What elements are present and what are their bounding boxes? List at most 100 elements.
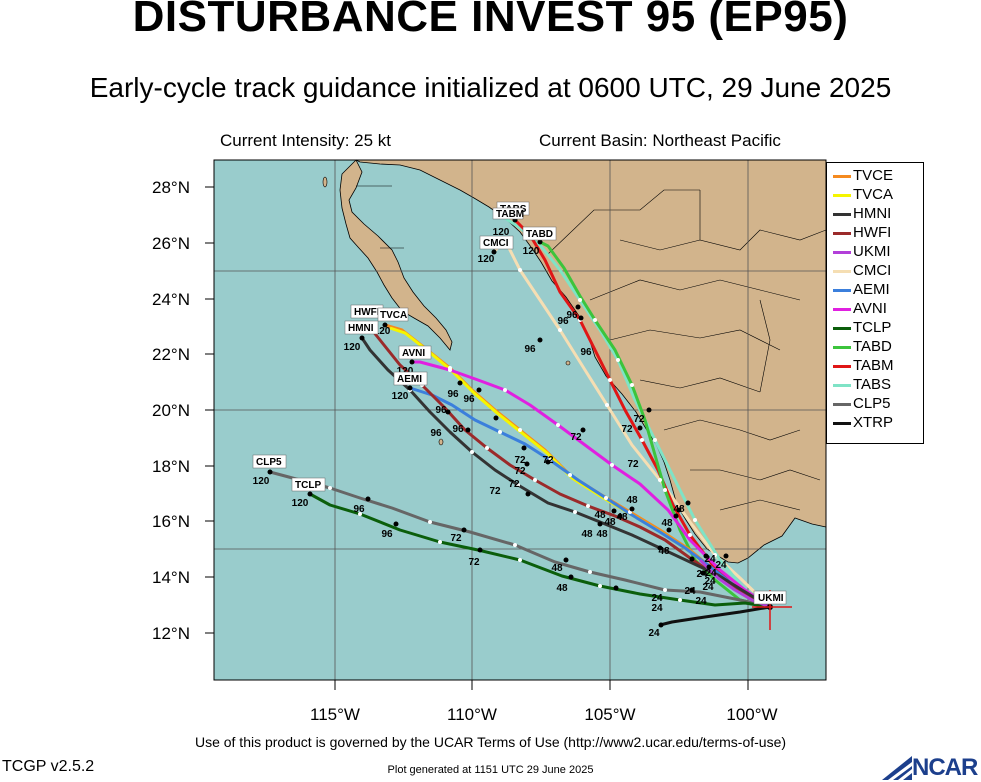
- legend-label: TCLP: [853, 319, 892, 336]
- lat-label: 26°N: [152, 234, 190, 253]
- hour-label: 48: [596, 529, 608, 540]
- hour-label: 24: [702, 582, 714, 593]
- hour-label: 48: [626, 495, 638, 506]
- hour-label: 24: [696, 569, 708, 580]
- hour-label: 72: [468, 557, 480, 568]
- hour-label: 48: [556, 583, 568, 594]
- hour-label: 96: [452, 424, 464, 435]
- hour-label: 24: [648, 628, 660, 639]
- legend-swatch: [833, 270, 851, 273]
- generated-timestamp: Plot generated at 1151 UTC 29 June 2025: [387, 764, 594, 776]
- hour-label: 120: [392, 391, 409, 402]
- track-tabd: [539, 240, 771, 609]
- legend-swatch: [833, 251, 851, 254]
- legend-label: CLP5: [853, 395, 891, 412]
- hour-label: 72: [508, 479, 520, 490]
- model-label-hwfi: HWFI: [354, 307, 380, 318]
- model-label-cmci: CMCI: [483, 238, 509, 249]
- hour-label: 96: [435, 405, 447, 416]
- lat-label: 16°N: [152, 512, 190, 531]
- track-white-dots: [328, 268, 717, 602]
- lat-label: 22°N: [152, 345, 190, 364]
- legend-label: TABS: [853, 376, 892, 393]
- hour-label: 72: [570, 432, 582, 443]
- legend-swatch: [833, 384, 851, 387]
- legend-label: CMCI: [853, 262, 892, 279]
- lat-label: 20°N: [152, 401, 190, 420]
- legend-label: AEMI: [853, 281, 890, 298]
- model-label-tabm: TABM: [496, 209, 524, 220]
- hour-label: 72: [542, 455, 554, 466]
- hour-label: 120: [253, 476, 270, 487]
- mainland-land: [355, 159, 827, 564]
- hour-label: 120: [493, 227, 510, 238]
- hour-label: 48: [581, 529, 593, 540]
- island: [322, 176, 328, 188]
- hour-label: 24: [684, 586, 696, 597]
- lon-label: 100°W: [726, 705, 777, 724]
- legend-label: TVCA: [853, 186, 894, 203]
- legend-swatch: [833, 232, 851, 235]
- legend-swatch: [833, 213, 851, 216]
- hour-label: 120: [374, 326, 391, 337]
- lat-label: 12°N: [152, 624, 190, 643]
- ncar-logo-icon: [882, 756, 912, 780]
- legend-swatch: [833, 194, 851, 197]
- hour-label: 24: [695, 596, 707, 607]
- track-avni: [412, 360, 771, 609]
- model-label-avni: AVNI: [402, 348, 425, 359]
- island: [438, 438, 444, 446]
- lat-label: 28°N: [152, 178, 190, 197]
- legend-swatch: [833, 289, 851, 292]
- hour-label: 96: [430, 428, 442, 439]
- legend-swatch: [833, 403, 851, 406]
- lat-label: 24°N: [152, 290, 190, 309]
- model-label-hmni: HMNI: [348, 323, 374, 334]
- hour-label: 120: [523, 246, 540, 257]
- hour-label: 72: [627, 459, 639, 470]
- model-label-tvca: TVCA: [380, 310, 407, 321]
- hour-label: 48: [661, 518, 673, 529]
- hour-label: 96: [566, 310, 578, 321]
- hour-label: 24: [705, 568, 717, 579]
- version-label: TCGP v2.5.2: [2, 758, 95, 775]
- hour-label: 24: [715, 560, 727, 571]
- hour-label: 24: [651, 593, 663, 604]
- hour-label: 72: [514, 455, 526, 466]
- hour-label: 24: [704, 576, 716, 587]
- legend-label: TABM: [853, 357, 894, 374]
- hour-label: 120: [478, 254, 495, 265]
- hour-label: 72: [450, 533, 462, 544]
- model-label-clp5: CLP5: [256, 457, 282, 468]
- legend-label: UKMI: [853, 243, 891, 260]
- lon-label: 105°W: [584, 705, 635, 724]
- page-title: DISTURBANCE INVEST 95 (EP95): [132, 0, 849, 41]
- hour-label: 48: [604, 517, 616, 528]
- hour-label: 72: [621, 424, 633, 435]
- page-subtitle: Early-cycle track guidance initialized a…: [89, 72, 892, 103]
- baja-peninsula: [339, 159, 453, 351]
- current-basin: Current Basin: Northeast Pacific: [539, 131, 781, 150]
- axis-ticks: [205, 186, 749, 690]
- track-tclp: [309, 492, 771, 609]
- legend-label: TVCE: [853, 167, 894, 184]
- legend-swatch: [833, 365, 851, 368]
- hour-label: 96: [463, 394, 475, 405]
- hour-label: 96: [353, 504, 365, 515]
- hour-label: 96: [557, 316, 569, 327]
- legend-swatch: [833, 422, 851, 425]
- hour-label: 120: [292, 498, 309, 509]
- hour-label: 120: [397, 366, 414, 377]
- legend-label: XTRP: [853, 414, 894, 431]
- ncar-logo: NCAR: [882, 754, 981, 781]
- model-label-tabd: TABD: [526, 229, 553, 240]
- legend-swatch: [833, 308, 851, 311]
- lon-label: 115°W: [310, 705, 360, 724]
- legend-swatch: [833, 327, 851, 330]
- ncar-logo-text: NCAR: [912, 754, 978, 781]
- legend-label: TABD: [853, 338, 892, 355]
- hour-label: 96: [524, 344, 536, 355]
- hour-label: 72: [489, 486, 501, 497]
- legend-swatch: [833, 346, 851, 349]
